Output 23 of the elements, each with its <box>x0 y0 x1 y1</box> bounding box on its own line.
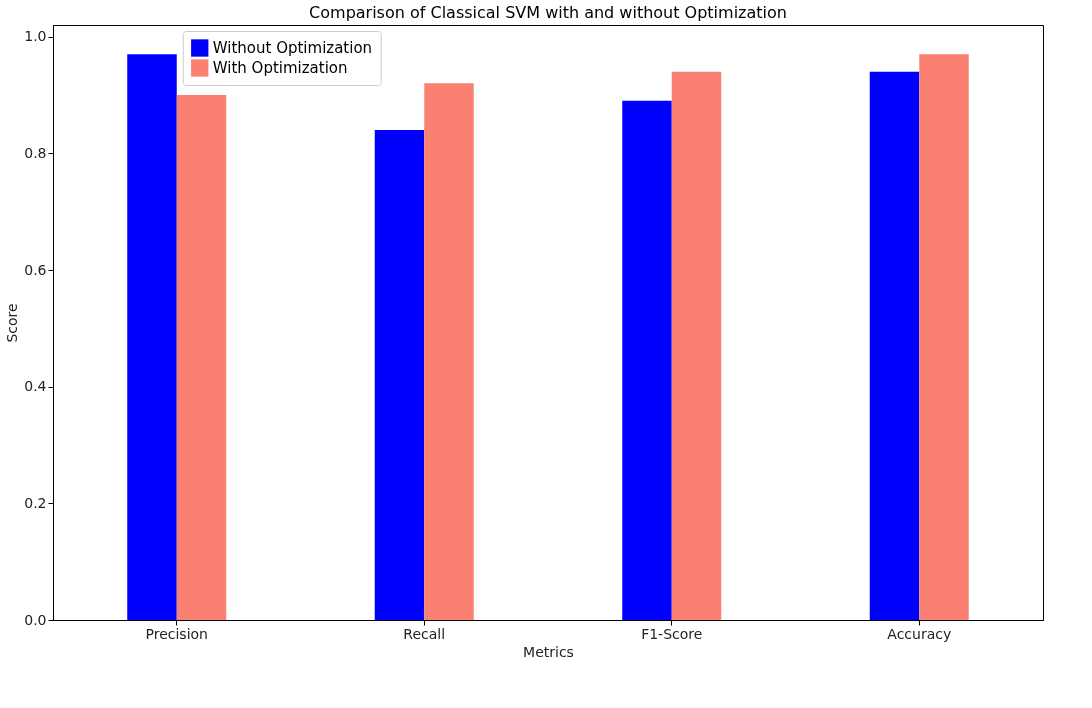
x-tick-label: Accuracy <box>887 625 952 642</box>
y-tick-label: 0.2 <box>24 494 47 511</box>
y-tick-label: 0.8 <box>24 144 47 161</box>
bar <box>176 95 227 620</box>
y-tick-label: 0.4 <box>24 378 47 395</box>
y-tick-label: 1.0 <box>24 28 47 45</box>
bar <box>127 54 177 620</box>
x-tick-label: F1-Score <box>641 625 703 642</box>
legend-label: With Optimization <box>212 59 348 77</box>
y-tick-label: 0.6 <box>24 261 47 278</box>
x-axis-title: Metrics <box>523 643 574 660</box>
chart-title: Comparison of Classical SVM with and without Optimization <box>309 3 787 22</box>
bar <box>424 83 474 620</box>
y-tick-label: 0.0 <box>24 611 47 628</box>
bar <box>622 100 672 620</box>
x-tick-label: Recall <box>403 625 446 642</box>
y-axis-title: Score <box>4 303 21 343</box>
x-tick-label: Precision <box>145 625 208 642</box>
bar <box>671 71 722 620</box>
bar <box>374 130 425 620</box>
bar <box>919 54 969 620</box>
legend-label: Without Optimization <box>212 39 373 57</box>
bar <box>869 71 920 620</box>
